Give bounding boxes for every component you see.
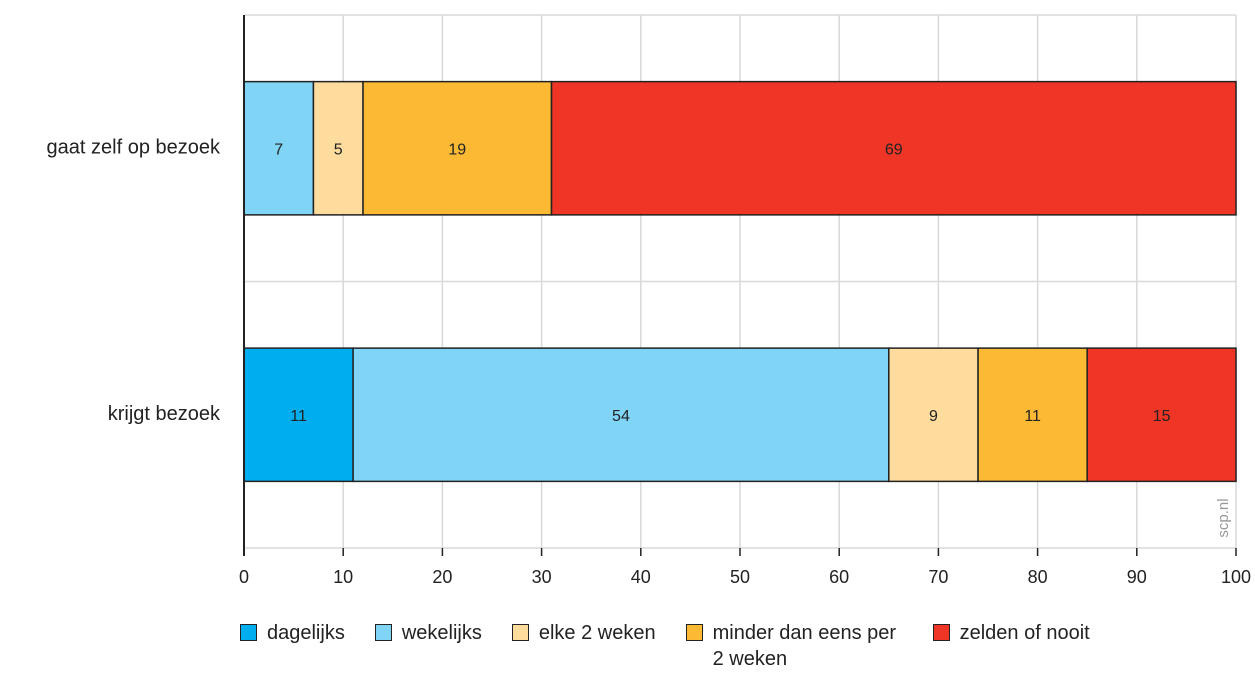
- legend-item: zelden of nooit: [932, 620, 1090, 672]
- x-tick-label: 80: [1028, 567, 1048, 587]
- x-tick-label: 50: [730, 567, 750, 587]
- data-label: 5: [334, 141, 343, 158]
- legend-item: wekelijks: [374, 620, 482, 672]
- data-label: 11: [290, 408, 307, 425]
- source: scp.nl: [1215, 498, 1232, 537]
- x-tick-label: 100: [1221, 567, 1251, 587]
- bar-segment: [888, 347, 979, 483]
- bar-segment: [362, 80, 553, 216]
- data-label: 69: [885, 141, 903, 158]
- legend-swatch: [374, 624, 392, 641]
- legend-label: wekelijks: [401, 622, 482, 644]
- x-tick-label: 0: [239, 567, 249, 587]
- category-label: krijgt bezoek: [108, 403, 221, 425]
- x-tick-label: 20: [432, 567, 452, 587]
- legend-swatch: [240, 624, 257, 641]
- bar-segment: [312, 80, 364, 216]
- x-tick-label: 10: [333, 567, 353, 587]
- legend-item: minder dan eens per 2 weken: [685, 620, 903, 672]
- x-tick-label: 90: [1127, 567, 1147, 587]
- bar-segment: [550, 80, 1237, 216]
- x-tick-label: 70: [928, 567, 948, 587]
- legend-label: minder dan eens per 2 weken: [712, 622, 897, 670]
- bar-segment: [977, 347, 1088, 483]
- data-label: 15: [1153, 408, 1171, 425]
- bar-segment: [352, 347, 890, 483]
- data-label: 9: [929, 408, 938, 425]
- bar-segment: [1086, 347, 1237, 483]
- legend-swatch: [685, 624, 703, 641]
- data-label: 19: [448, 141, 466, 158]
- x-tick-label: 60: [829, 567, 849, 587]
- data-label: 11: [1024, 408, 1041, 425]
- legend-label: dagelijks: [267, 622, 345, 644]
- legend-swatch: [932, 624, 950, 641]
- x-tick-label: 40: [631, 567, 651, 587]
- legend-item: dagelijks: [240, 620, 345, 672]
- data-label: 54: [612, 408, 630, 425]
- x-tick-label: 30: [532, 567, 552, 587]
- legend-item: elke 2 weken: [511, 620, 656, 672]
- legend-label: elke 2 weken: [538, 622, 656, 644]
- legend-swatch: [511, 624, 529, 641]
- legend-label: zelden of nooit: [959, 622, 1090, 644]
- chart: 0 10 20 30 40 50 60 70 80 90 100 gaat zelf op bezoe…: [47, 14, 1251, 587]
- legend: dagelijks wekelijks elke 2 weken minder dan…: [240, 620, 1090, 672]
- category-label: gaat zelf op bezoek: [47, 137, 221, 159]
- data-label: 7: [274, 141, 283, 158]
- bar-segment: [243, 80, 315, 216]
